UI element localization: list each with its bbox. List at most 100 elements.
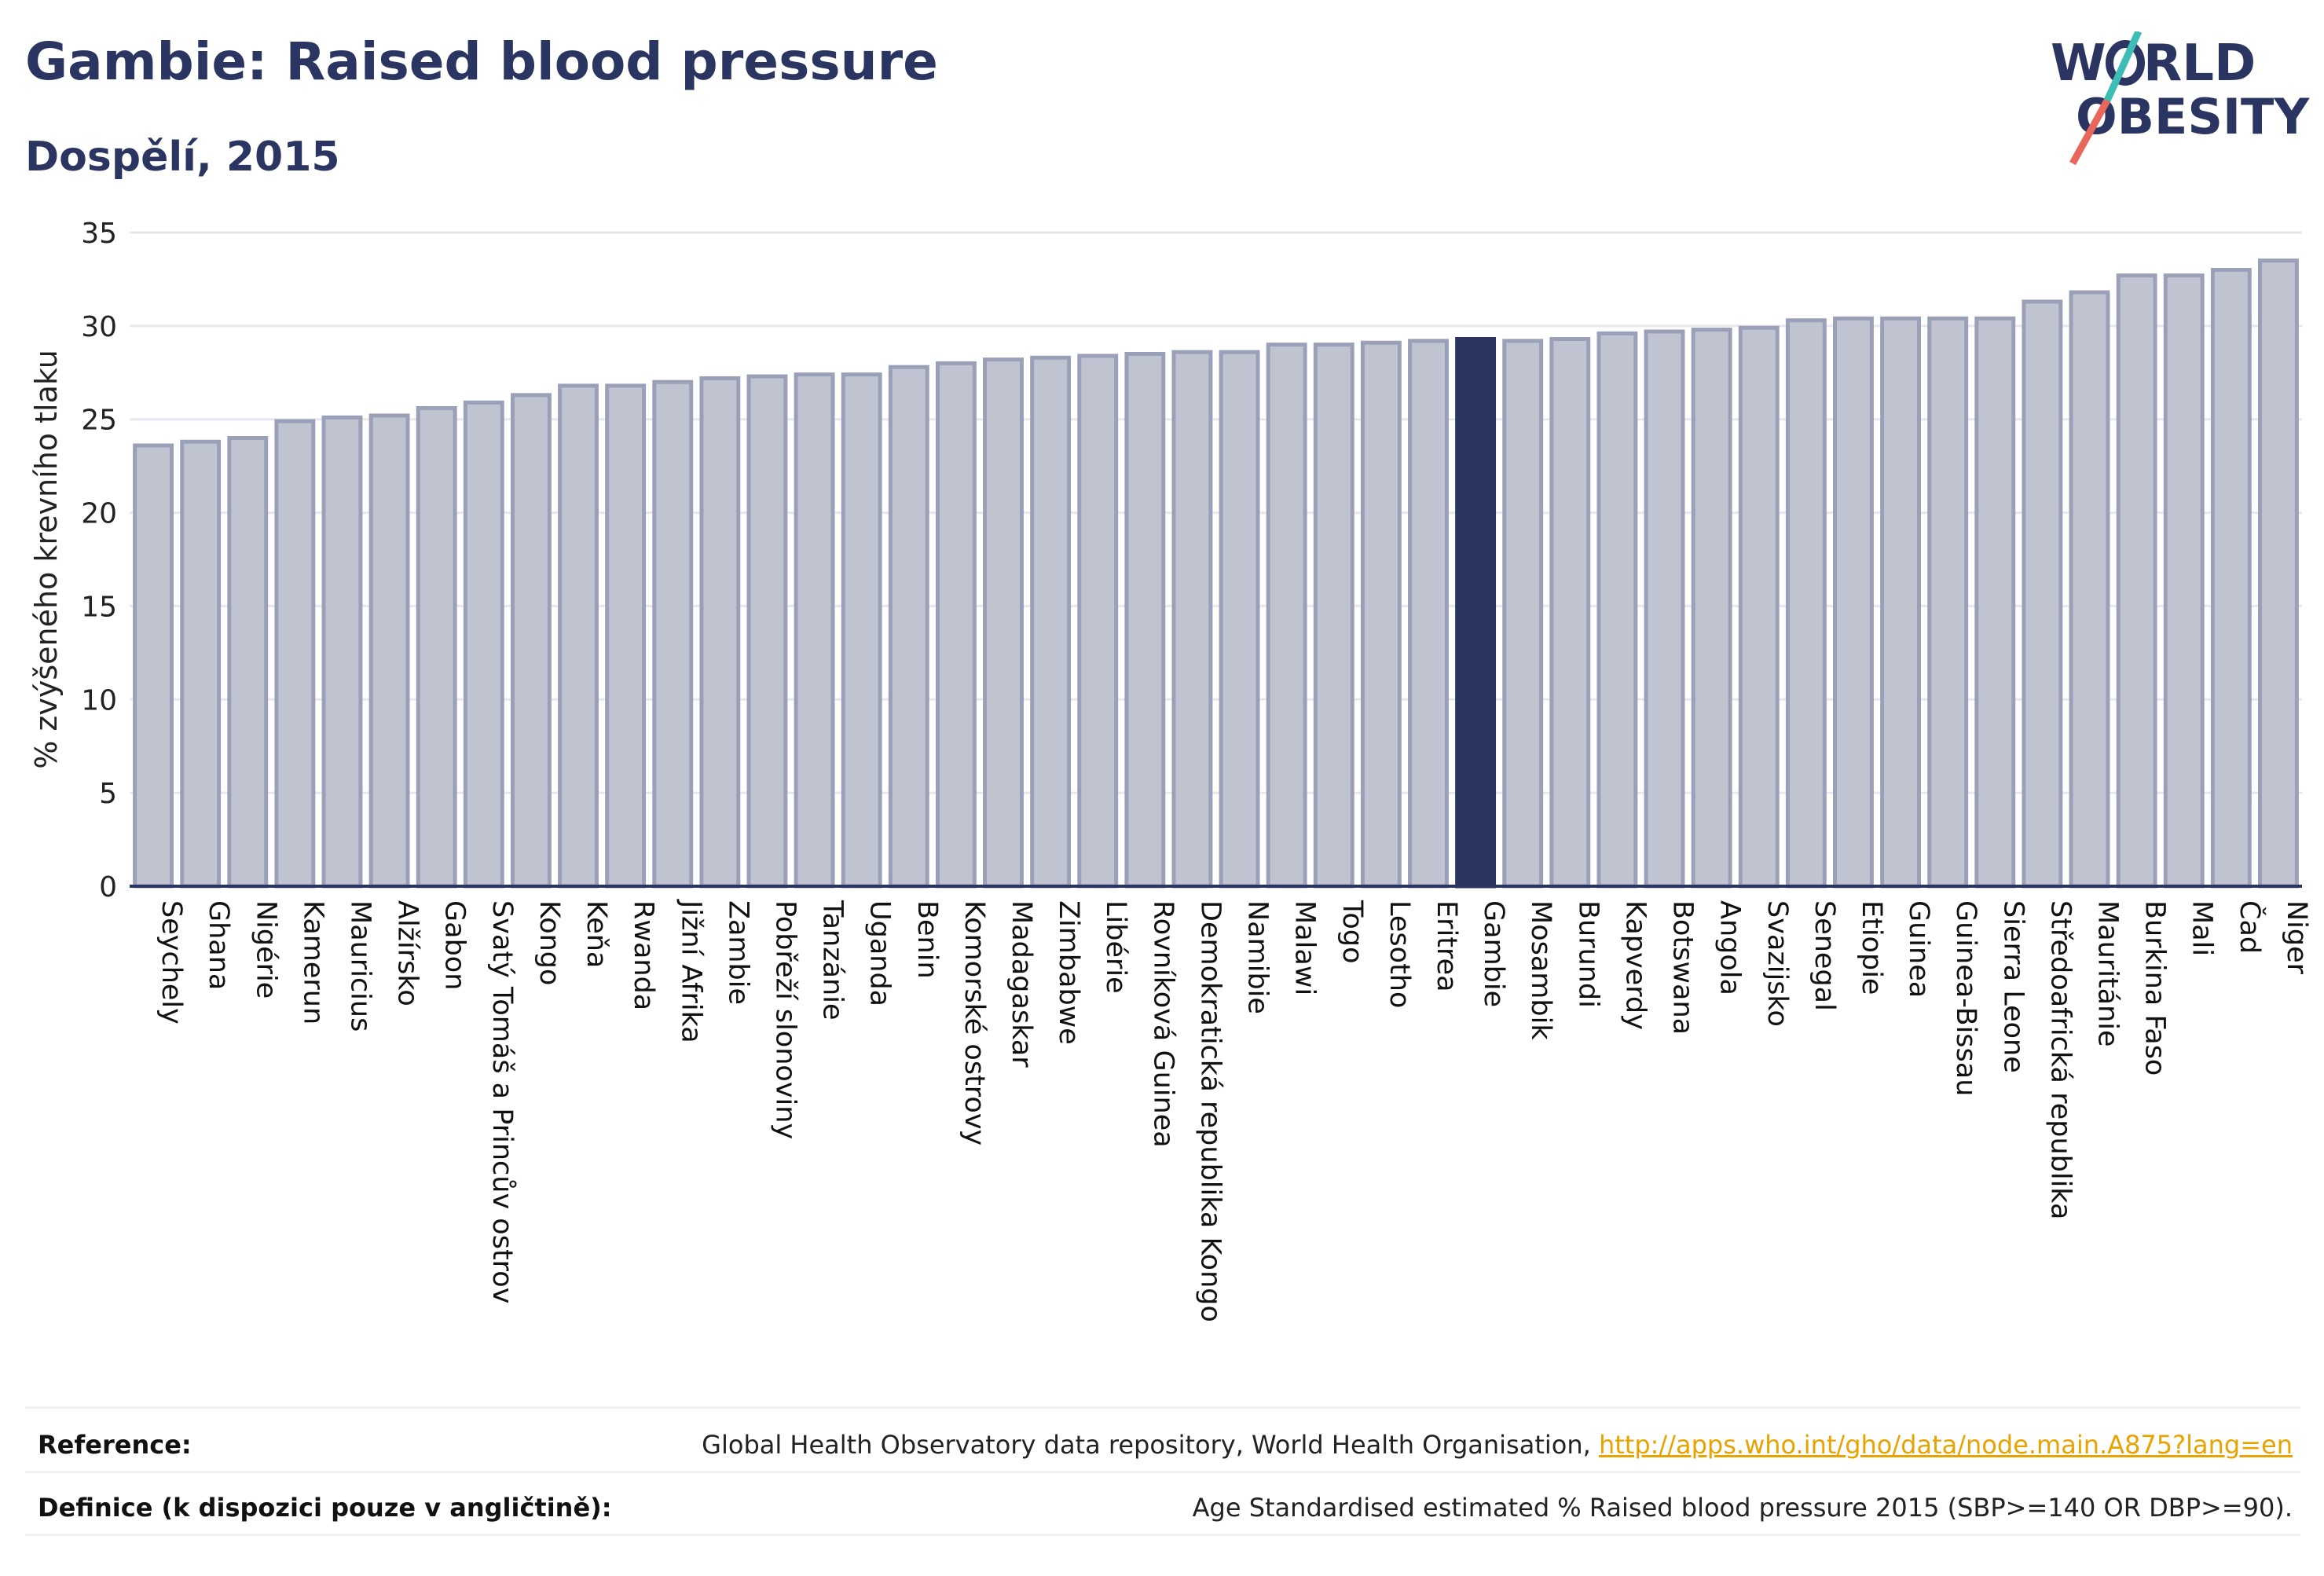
x-tick-label: Mauritánie xyxy=(2092,900,2124,1047)
bar-0 xyxy=(133,443,174,889)
x-tick-label: Mosambik xyxy=(1525,900,1556,1040)
x-tick-label: Guinea-Bissau xyxy=(1950,900,1981,1096)
x-tick-label: Burkina Faso xyxy=(2139,900,2171,1076)
bar-41 xyxy=(2069,290,2110,889)
x-tick-label: Mali xyxy=(2187,900,2218,956)
x-tick-label: Niger xyxy=(2281,900,2312,975)
x-tick-label: Svazijsko xyxy=(1761,900,1793,1027)
bar-1 xyxy=(180,439,222,889)
bar-22 xyxy=(1171,350,1213,889)
x-tick-label: Botswana xyxy=(1667,900,1699,1035)
x-tick-label: Benin xyxy=(911,900,943,979)
bar-25 xyxy=(1313,343,1354,889)
bar-37 xyxy=(1880,316,1922,889)
bar-26 xyxy=(1360,340,1402,889)
y-tick-label: 30 xyxy=(81,311,117,343)
bar-44 xyxy=(2210,268,2252,889)
bar-35 xyxy=(1785,318,1827,889)
bar-5 xyxy=(368,413,410,889)
bar-7 xyxy=(463,400,504,889)
bar-10 xyxy=(605,383,647,889)
logo-slash-coral xyxy=(2069,98,2110,165)
bar-32 xyxy=(1644,329,1685,889)
x-tick-label: Zimbabwe xyxy=(1053,900,1084,1045)
logo-text-rld: RLD xyxy=(2143,35,2256,93)
y-tick-label: 10 xyxy=(81,684,117,717)
bar-27 xyxy=(1408,339,1449,889)
bar-9 xyxy=(558,383,599,889)
bar-6 xyxy=(416,405,457,889)
bar-33 xyxy=(1691,328,1732,889)
x-tick-label: Gabon xyxy=(439,900,471,990)
bar-19 xyxy=(1030,355,1072,889)
y-tick-label: 0 xyxy=(99,871,117,903)
x-tick-label: Sierra Leone xyxy=(1997,900,2029,1073)
logo-text-w: W xyxy=(2051,35,2106,93)
x-tick-label: Angola xyxy=(1714,900,1746,995)
chart-title: Gambie: Raised blood pressure xyxy=(25,31,938,92)
x-tick-label: Guinea xyxy=(1903,900,1934,998)
bar-14 xyxy=(794,372,835,889)
x-tick-label: Uganda xyxy=(864,900,896,1006)
x-tick-label: Jižní Afrika xyxy=(675,899,706,1043)
y-tick-label: 15 xyxy=(81,591,117,623)
reference-text: Global Health Observatory data repositor… xyxy=(702,1430,2293,1460)
bar-43 xyxy=(2163,273,2205,889)
definition-label: Definice (k dispozici pouze v angličtině… xyxy=(38,1493,612,1523)
x-tick-label: Čad xyxy=(2234,900,2267,954)
bar-15 xyxy=(841,372,882,889)
bar-38 xyxy=(1927,316,1969,889)
x-tick-label: Rwanda xyxy=(628,900,659,1010)
bar-2 xyxy=(227,435,269,889)
x-tick-label: Gambie xyxy=(1478,900,1509,1007)
bar-36 xyxy=(1833,316,1874,889)
bar-16 xyxy=(888,365,929,889)
footer-divider-middle xyxy=(25,1471,2300,1473)
x-tick-label: Komorské ostrovy xyxy=(959,900,990,1145)
reference-label: Reference: xyxy=(38,1430,192,1460)
reference-source: Global Health Observatory data repositor… xyxy=(702,1430,1599,1460)
bar-21 xyxy=(1124,352,1166,889)
bar-45 xyxy=(2258,258,2299,889)
x-tick-label: Burundi xyxy=(1572,900,1604,1008)
x-tick-label: Malawi xyxy=(1289,900,1321,995)
bar-42 xyxy=(2116,273,2157,889)
footer-divider-top xyxy=(25,1406,2300,1409)
footer-divider-bottom xyxy=(25,1534,2300,1536)
x-tick-label: Lesotho xyxy=(1384,900,1415,1008)
logo-o-shape xyxy=(2106,40,2145,86)
bar-31 xyxy=(1596,331,1638,889)
x-tick-label: Eritrea xyxy=(1431,900,1462,992)
x-tick-label: Etiopie xyxy=(1856,900,1887,995)
x-tick-label: Alžírsko xyxy=(392,900,423,1006)
bar-17 xyxy=(935,361,977,889)
bar-18 xyxy=(983,357,1024,889)
bar-3 xyxy=(274,419,316,889)
bar-11 xyxy=(652,379,694,889)
x-tick-label: Libérie xyxy=(1100,900,1131,994)
x-tick-label: Rovníková Guinea xyxy=(1147,900,1178,1148)
x-tick-label: Mauricius xyxy=(344,900,376,1032)
bar-23 xyxy=(1219,350,1260,889)
y-tick-label: 5 xyxy=(99,778,117,810)
x-tick-label: Svatý Tomáš a Princův ostrov xyxy=(486,900,518,1303)
y-tick-label: 35 xyxy=(81,218,117,250)
bar-29 xyxy=(1502,339,1544,889)
world-obesity-logo: W RLD OBESITY xyxy=(2051,31,2310,165)
bar-13 xyxy=(746,374,788,889)
bar-30 xyxy=(1549,336,1591,889)
x-tick-label: Kongo xyxy=(533,900,565,985)
x-tick-label: Madagaskar xyxy=(1006,900,1037,1068)
y-tick-label: 20 xyxy=(81,498,117,530)
x-tick-label: Nigérie xyxy=(250,900,281,999)
bar-24 xyxy=(1266,343,1307,889)
reference-link[interactable]: http://apps.who.int/gho/data/node.main.A… xyxy=(1598,1430,2293,1460)
x-tick-label: Pobřeží slonoviny xyxy=(769,900,801,1139)
x-tick-label: Kapverdy xyxy=(1619,900,1651,1030)
x-tick-label: Středoafrická republika xyxy=(2044,900,2076,1219)
x-tick-label: Namibie xyxy=(1242,900,1274,1014)
bar-chart: 0 5 10 15 20 25 30 35 % zvýšeného krevního tlaku… xyxy=(29,218,2312,1322)
bar-34 xyxy=(1738,325,1780,889)
bar-12 xyxy=(699,376,741,889)
bar-39 xyxy=(1974,316,2016,889)
